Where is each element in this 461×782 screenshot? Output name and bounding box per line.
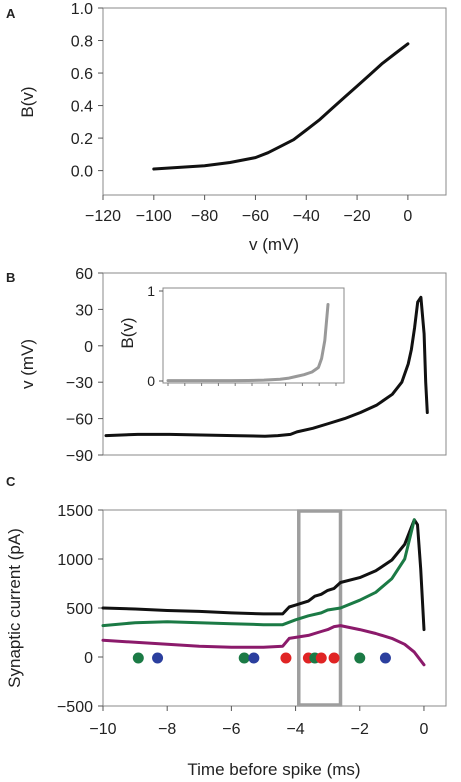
panel-a-x-tick-label: −120 [85, 208, 121, 225]
panel-c-x-axis-label: Time before spike (ms) [187, 760, 360, 779]
panel-a-y-tick-label: 0.2 [71, 131, 93, 148]
panel-b-inset-y-tick-label: 0 [147, 373, 155, 389]
panel-a-x-tick-label: −40 [293, 208, 320, 225]
panel-c-plot-frame [102, 509, 447, 707]
panel-c-spike-marker [354, 652, 366, 664]
panel-c-spike-marker [132, 652, 144, 664]
panel-a-x-ticks: −120 −100 −80 −60 −40 −20 0 [85, 195, 412, 225]
panel-b-y-tick-label: −30 [66, 375, 93, 392]
panel-b-inset-y-tick-label: 1 [147, 283, 155, 299]
panel-c-y-axis-label: Synaptic current (pA) [5, 528, 24, 688]
panel-b-y-ticks: −90 −60 −30 0 30 60 [66, 266, 103, 465]
panel-a-y-tick-label: 0.4 [71, 99, 93, 116]
panel-a-series [152, 42, 410, 171]
panel-c-series [101, 518, 426, 667]
panel-a-x-axis-label: v (mV) [249, 235, 299, 254]
panel-c-y-tick-label: 1500 [57, 503, 93, 520]
panel-c-x-tick-label: 0 [419, 721, 428, 738]
panel-c-x-ticks: −10 −8 −6 −4 −2 0 [89, 706, 428, 738]
panel-a-y-tick-label: 1.0 [71, 1, 93, 18]
panel-b-y-tick-label: 30 [75, 302, 93, 319]
panel-a-plot-frame [102, 7, 447, 196]
panel-c-x-tick-label: −8 [158, 721, 176, 738]
panel-b-inset-x-minor-ticks [167, 383, 337, 386]
panel-c-markers [132, 652, 391, 664]
panel-c-letter: C [6, 474, 16, 489]
panel-c-x-tick-label: −2 [351, 721, 369, 738]
panel-b-plot-frame [102, 272, 447, 456]
panel-a-x-tick-label: 0 [403, 208, 412, 225]
panel-c: C −10 −8 −6 −4 −2 0 −500 0 500 1000 1500 Time bef… [5, 474, 447, 779]
panel-a-y-tick-label: 0.0 [71, 164, 93, 181]
panel-b-inset-y-axis-label: B(v) [118, 317, 137, 348]
panel-c-x-tick-label: −6 [222, 721, 240, 738]
panel-c-series-line [101, 624, 426, 667]
panel-b-inset: 01 B(v) [118, 283, 345, 389]
panel-b-letter: B [6, 270, 15, 285]
panel-a: A −120 −100 −80 −60 −40 −20 0 0.0 0.2 0.4 0.6 0.8 1… [6, 1, 447, 254]
panel-c-spike-marker [328, 652, 340, 664]
panel-c-spike-marker [152, 652, 164, 664]
panel-b-y-axis-label: v (mV) [18, 339, 37, 389]
panel-c-spike-marker [280, 652, 292, 664]
panel-c-series-line [101, 518, 426, 632]
panel-b-series-line [104, 295, 429, 438]
panel-a-y-tick-label: 0.6 [71, 66, 93, 83]
panel-a-series-line [152, 42, 410, 171]
panel-a-y-ticks: 0.0 0.2 0.4 0.6 0.8 1.0 [71, 1, 103, 181]
panel-b-inset-frame [162, 287, 345, 384]
panel-c-y-tick-label: 500 [66, 601, 93, 618]
panel-c-x-tick-label: −10 [89, 721, 116, 738]
panel-a-x-tick-label: −60 [242, 208, 269, 225]
panel-c-spike-marker [238, 652, 250, 664]
panel-c-spike-marker [315, 652, 327, 664]
panel-c-y-tick-label: 0 [84, 650, 93, 667]
panel-c-y-tick-label: −500 [57, 699, 93, 716]
panel-a-x-tick-label: −100 [136, 208, 172, 225]
panel-b-y-tick-label: 0 [84, 339, 93, 356]
panel-a-x-tick-label: −80 [191, 208, 218, 225]
panel-c-spike-marker [248, 652, 260, 664]
panel-b-inset-series [166, 303, 330, 383]
panel-c-x-tick-label: −4 [286, 721, 304, 738]
panel-a-x-tick-label: −20 [344, 208, 371, 225]
panel-c-spike-marker [379, 652, 391, 664]
panel-c-y-ticks: −500 0 500 1000 1500 [57, 503, 103, 716]
panel-c-series-line [101, 518, 416, 628]
panel-b-inset-series-line [166, 303, 330, 383]
panel-b-series [104, 295, 429, 438]
panel-a-y-axis-label: B(v) [18, 86, 37, 117]
panel-b-y-tick-label: −90 [66, 448, 93, 465]
panel-b-y-tick-label: 60 [75, 266, 93, 283]
panel-b-y-tick-label: −60 [66, 412, 93, 429]
panel-a-y-tick-label: 0.8 [71, 34, 93, 51]
panel-b-inset-y-ticks: 01 [147, 283, 163, 389]
panel-c-y-tick-label: 1000 [57, 552, 93, 569]
panel-a-letter: A [6, 6, 16, 21]
